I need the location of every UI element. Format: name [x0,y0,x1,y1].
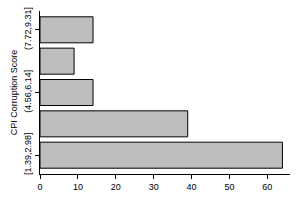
svg-text:(7.72,9.31]: (7.72,9.31] [23,7,33,50]
svg-text:30: 30 [149,182,159,192]
svg-text:40: 40 [187,182,197,192]
svg-text:(4.56,6.14]: (4.56,6.14] [23,70,33,113]
svg-text:50: 50 [224,182,234,192]
svg-text:[1.39,2.98]: [1.39,2.98] [23,133,33,176]
svg-text:20: 20 [111,182,121,192]
svg-text:CPI Corruption Score: CPI Corruption Score [9,50,19,136]
svg-text:60: 60 [262,182,272,192]
svg-text:10: 10 [73,182,83,192]
svg-text:0: 0 [37,182,42,192]
